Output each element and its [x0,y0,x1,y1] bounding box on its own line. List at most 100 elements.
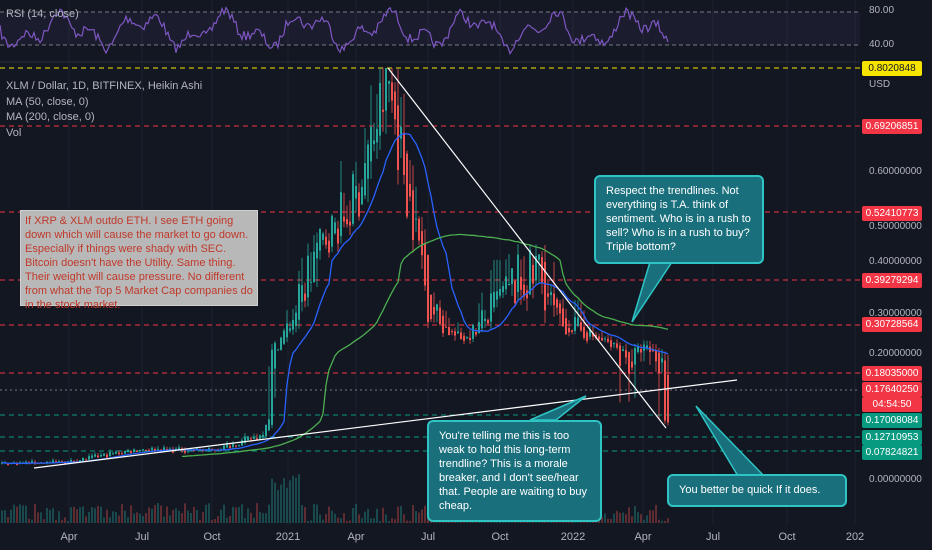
volume-bar [283,478,285,523]
candle-body [457,331,459,334]
candle-body [331,215,333,247]
candle-body [529,249,531,295]
ma200-line [181,233,669,458]
candle-body [85,459,87,461]
candle-body [238,445,240,447]
candle-body [247,436,249,440]
candle-body [130,451,132,453]
volume-bar [43,519,45,523]
candle-body [253,437,255,439]
candle-body [349,221,351,226]
volume-bar [148,507,150,523]
candle-body [55,461,57,463]
volume-bar [136,512,138,523]
volume-bar [304,507,306,523]
candle-body [394,91,396,120]
price-tag: 0.69206851 [862,119,922,134]
volume-bar [58,511,60,523]
callout-right[interactable]: You better be quick If it does. [667,474,847,507]
volume-bar [367,508,369,523]
candle-body [184,449,186,453]
candle-body [628,352,630,374]
candle-body [490,293,492,322]
candle-body [604,338,606,340]
symbol-title[interactable]: XLM / Dollar, 1D, BITFINEX, Heikin Ashi [6,80,203,92]
volume-bar [313,503,315,523]
candle-body [514,280,516,304]
time-tick: Apr [634,531,652,543]
candle-body [118,452,120,455]
candle-body [268,419,270,431]
callout-top[interactable]: Respect the trendlines. Not everything i… [594,175,764,264]
candle-body [346,219,348,225]
volume-bar [616,510,618,523]
candle-body [1,462,3,464]
volume-bar [97,505,99,523]
candle-body [637,346,639,353]
volume-bar [352,508,354,523]
candle-body [574,317,576,331]
candle-body [472,325,474,339]
volume-bar [331,510,333,523]
volume-bar [199,519,201,523]
volume-bar [355,504,357,523]
candle-body [277,349,279,351]
candle-body [451,331,453,333]
volume-bar [40,512,42,523]
volume-bar [289,480,291,523]
candle-body [301,285,303,302]
volume-bar [70,507,72,523]
ma50-label[interactable]: MA (50, close, 0) [6,96,89,108]
volume-bar [256,503,258,523]
ma200-label[interactable]: MA (200, close, 0) [6,111,95,123]
price-tag: 0.12710953 [862,430,922,445]
candle-body [382,109,384,112]
volume-bar [106,509,108,523]
candle-body [448,327,450,336]
candle-body [664,360,666,421]
price-tag: 0.07824821 [862,445,922,460]
volume-bar [604,513,606,523]
candle-body [655,350,657,362]
candle-body [556,299,558,308]
volume-bar [112,511,114,523]
volume-bar [208,503,210,523]
candle-body [292,319,294,330]
time-tick: Oct [203,531,221,543]
candle-body [541,257,543,283]
callout-mid[interactable]: You're telling me this is too weak to ho… [427,420,602,522]
price-tag-current: 0.17640250 [862,382,922,397]
candle-body [616,343,618,348]
volume-bar [232,506,234,523]
candle-body [607,338,609,342]
volume-bar [241,504,243,523]
volume-bar [619,512,621,523]
volume-bar [178,510,180,523]
candle-body [355,186,357,199]
countdown-tag: 04:54:50 [862,397,922,412]
volume-bar [229,516,231,523]
volume-bar [235,507,237,523]
candle-body [511,268,513,285]
volume-bar [640,514,642,523]
volume-bar [115,512,117,523]
volume-bar [376,508,378,523]
note-left-box[interactable]: If XRP & XLM outdo ETH. I see ETH going … [20,210,258,311]
volume-bar [79,507,81,523]
volume-label[interactable]: Vol [6,127,22,139]
volume-bar [250,512,252,523]
volume-bar [655,504,657,523]
candle-body [442,315,444,334]
volume-bar [172,509,174,523]
candle-body [157,448,159,451]
volume-bar [37,512,39,523]
volume-bar [421,509,423,523]
candle-body [532,264,534,284]
volume-bar [379,520,381,523]
candle-body [625,350,627,358]
candle-body [154,449,156,452]
volume-bar [52,508,54,523]
price-tick: 0.40000000 [869,256,922,267]
candle-body [547,293,549,297]
